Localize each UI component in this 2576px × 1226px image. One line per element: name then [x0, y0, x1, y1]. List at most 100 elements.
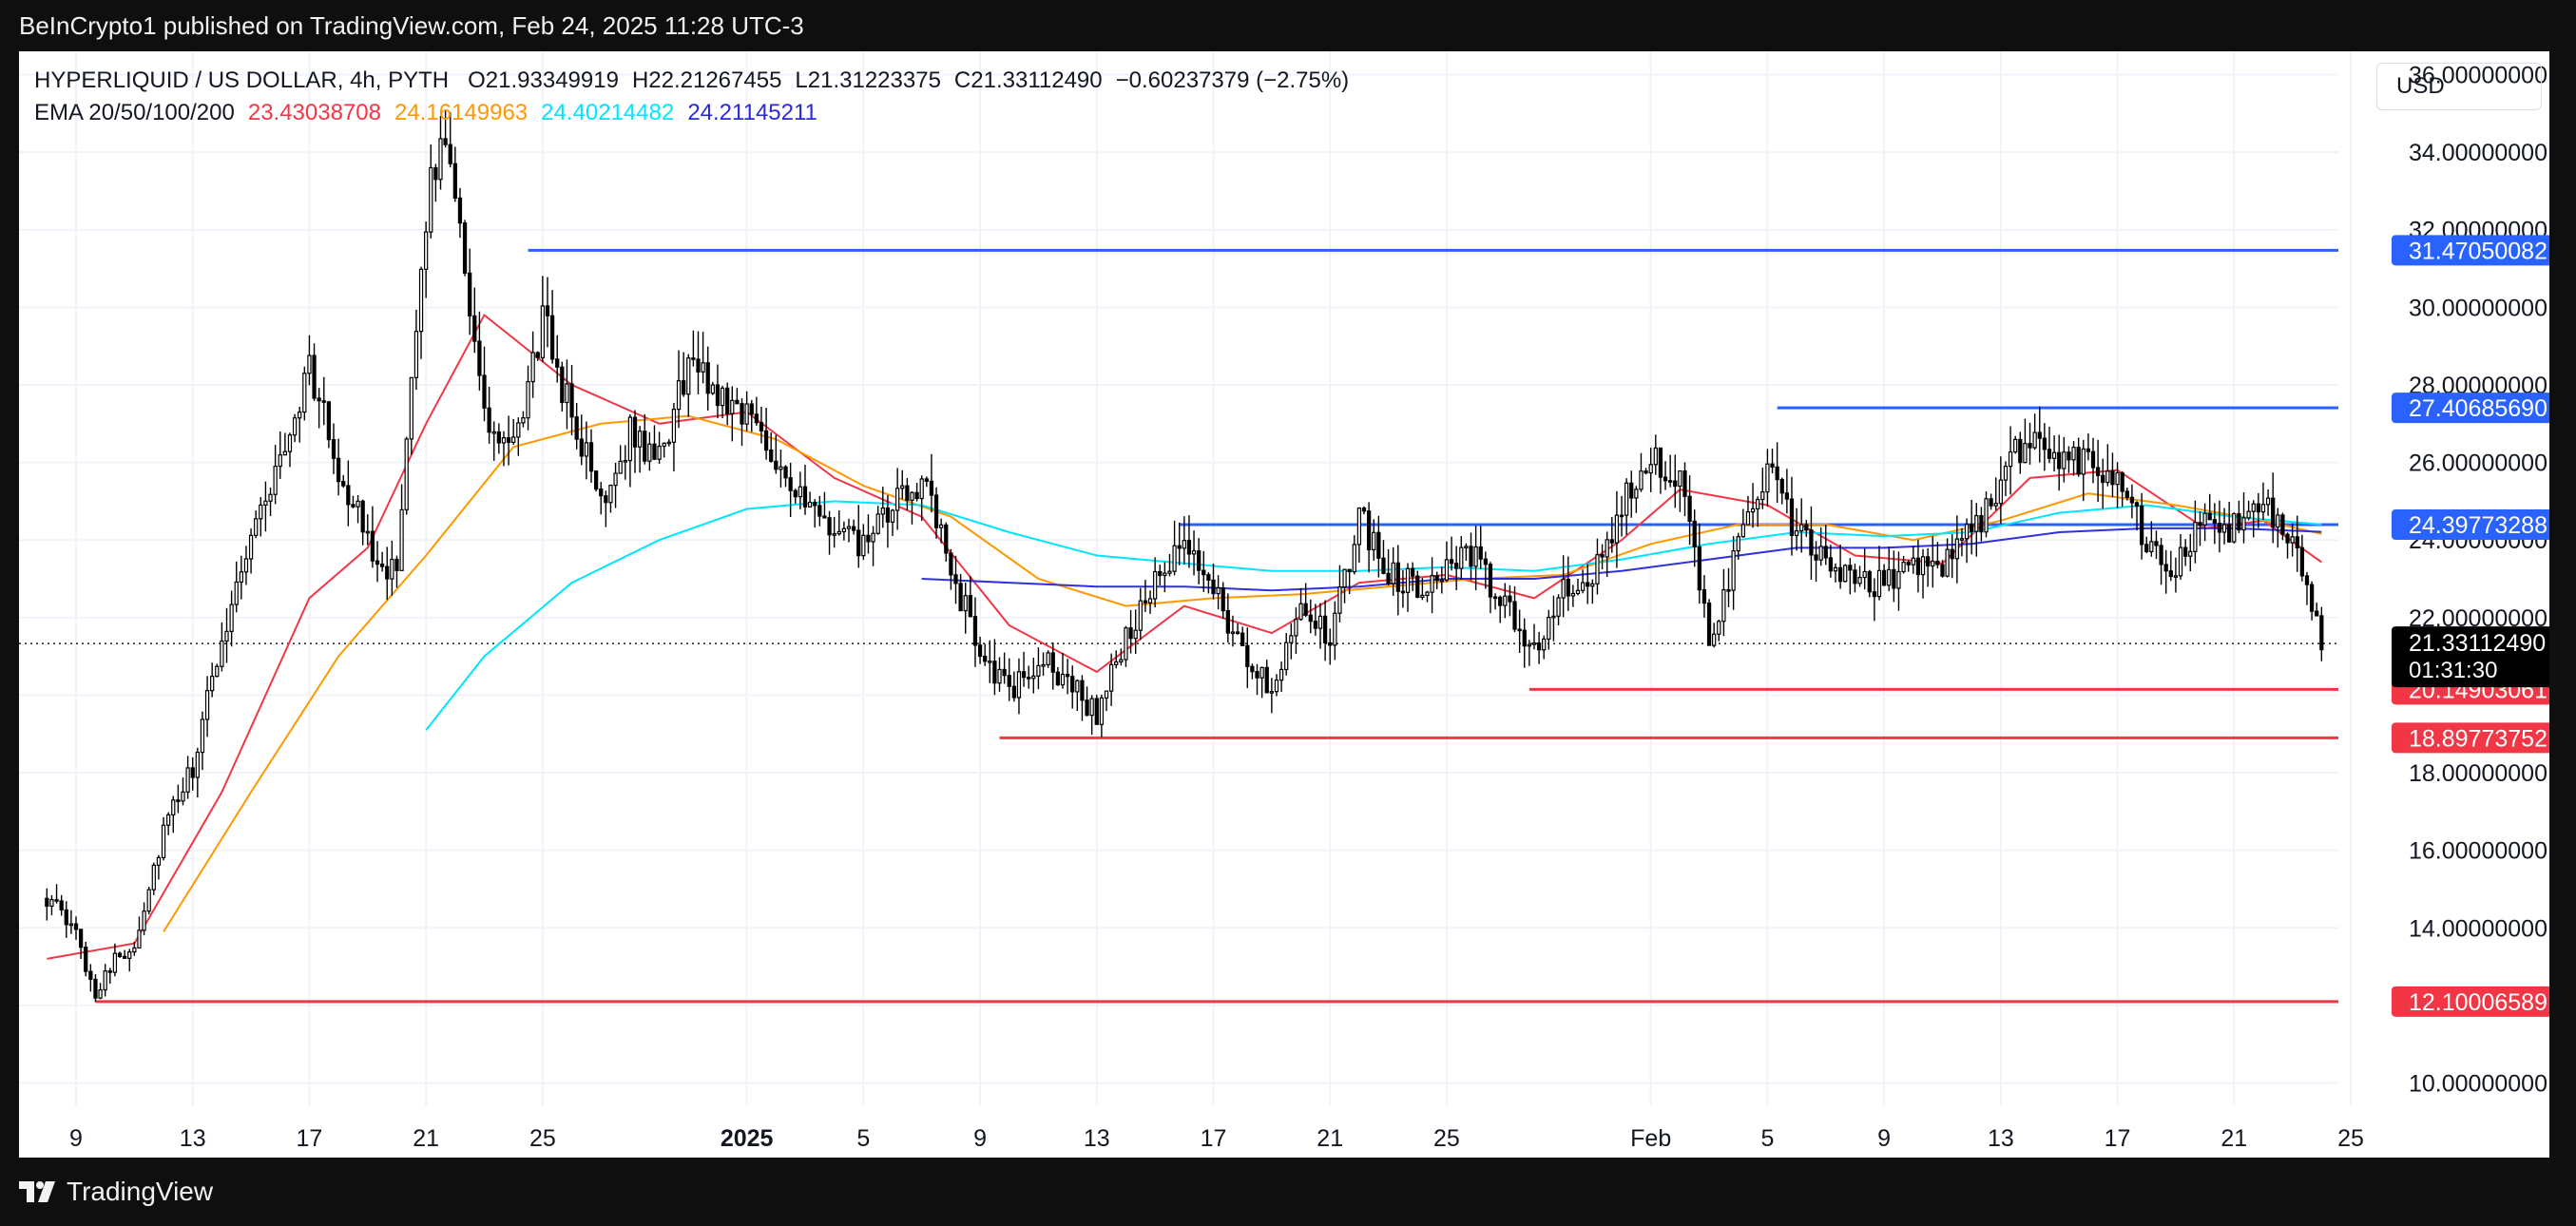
chart-panel[interactable]: 10.0000000012.0000000014.0000000016.0000…	[19, 51, 2549, 1158]
candle-body	[1002, 668, 1007, 677]
candle-body	[2095, 467, 2101, 476]
time-tick-label: 2025	[721, 1125, 774, 1152]
time-tick-label: 9	[973, 1125, 987, 1152]
candle-body	[195, 751, 200, 778]
candle-body	[307, 354, 312, 374]
tradingview-logo-icon[interactable]	[19, 1181, 57, 1202]
candle-body	[491, 431, 496, 434]
time-tick-label: 17	[297, 1125, 323, 1152]
candle-body	[2309, 584, 2315, 612]
ema-line	[163, 414, 2322, 932]
level-price-label: 27.40685690	[2409, 395, 2547, 422]
candle-body	[1906, 562, 1911, 565]
candle-body	[2295, 536, 2299, 548]
candle-body	[1153, 570, 1158, 600]
candle-body	[2163, 564, 2168, 572]
candle-body	[807, 501, 813, 508]
candle-body	[356, 500, 360, 508]
candle-body	[1959, 538, 1965, 541]
candle-body	[2110, 470, 2115, 486]
candle-body	[841, 527, 847, 533]
candle-body	[1143, 600, 1148, 603]
candle-body	[1809, 529, 1814, 556]
candle-body	[1372, 531, 1376, 551]
candle-body	[146, 889, 151, 912]
candle-body	[1488, 564, 1493, 598]
candle-body	[1920, 556, 1926, 576]
candle-body	[836, 530, 841, 535]
candle-body	[1658, 447, 1663, 478]
candle-body	[496, 431, 501, 444]
candle-body	[1333, 612, 1337, 646]
candle-body	[1459, 546, 1464, 569]
candle-body	[263, 500, 268, 507]
candle-body	[1298, 603, 1303, 621]
candle-body	[370, 530, 375, 562]
footer-brand[interactable]: TradingView	[67, 1177, 214, 1206]
candle-body	[1542, 638, 1547, 651]
candle-body	[229, 603, 234, 632]
candle-body	[1779, 478, 1784, 494]
candle-body	[45, 897, 49, 908]
candle-body	[662, 442, 666, 448]
candle-body	[1726, 588, 1731, 592]
candle-body	[1230, 631, 1236, 635]
candle-body	[725, 387, 730, 414]
horizontal-levels	[19, 248, 2338, 1004]
candle-body	[1211, 579, 1216, 595]
candle-body	[992, 661, 997, 684]
candle-body	[1736, 536, 1740, 552]
candle-body	[652, 443, 657, 460]
candle-body	[462, 222, 468, 274]
candle-body	[2193, 522, 2198, 552]
candle-body	[1915, 557, 1921, 576]
candle-body	[1478, 546, 1483, 560]
candle-body	[375, 560, 380, 565]
candle-body	[181, 791, 185, 802]
currency-selector[interactable]: USD	[2376, 63, 2542, 110]
symbol-title[interactable]: HYPERLIQUID / US DOLLAR, 4h, PYTH	[34, 67, 450, 93]
candle-body	[1055, 671, 1061, 686]
candle-body	[1415, 575, 1420, 598]
candle-body	[763, 430, 769, 451]
candle-body	[132, 947, 137, 953]
candle-body	[1469, 546, 1473, 567]
close-value: C21.33112490	[953, 67, 1103, 93]
level-price-label: 24.39773288	[2409, 512, 2547, 539]
candle-body	[1828, 557, 1834, 572]
candle-body	[759, 422, 764, 431]
candle-body	[1245, 644, 1250, 667]
candle-body	[2124, 490, 2129, 498]
candle-body	[1945, 548, 1950, 577]
candle-body	[341, 480, 346, 487]
candle-body	[482, 374, 487, 409]
candle-body	[59, 900, 64, 911]
price-chart[interactable]: 10.0000000012.0000000014.0000000016.0000…	[19, 51, 2549, 1158]
candle-body	[1075, 680, 1080, 693]
candle-body	[900, 485, 905, 489]
candle-body	[73, 923, 79, 930]
level-price-tag	[2392, 235, 2549, 266]
candle-body	[224, 630, 229, 642]
candle-body	[1361, 508, 1367, 512]
candle-body	[2290, 536, 2295, 544]
candle-body	[1862, 570, 1867, 579]
candle-body	[2062, 451, 2067, 469]
candle-body	[730, 399, 735, 414]
candle-body	[599, 488, 604, 497]
candle-body	[846, 526, 852, 529]
candle-body	[1007, 675, 1011, 687]
candle-body	[1449, 559, 1454, 565]
level-price-tag	[2392, 722, 2549, 754]
candle-body	[1016, 671, 1022, 699]
candle-body	[278, 454, 282, 468]
price-tick-label: 36.00000000	[2409, 62, 2547, 88]
candle-body	[2008, 450, 2013, 468]
candle-body	[1794, 529, 1799, 537]
ema-indicator-label[interactable]: EMA 20/50/100/200	[34, 100, 235, 125]
candle-body	[1158, 570, 1163, 577]
candle-body	[1663, 476, 1668, 482]
candle-body	[1104, 690, 1109, 699]
candle-body	[1021, 671, 1027, 679]
ema200-value: 24.21145211	[687, 100, 817, 125]
